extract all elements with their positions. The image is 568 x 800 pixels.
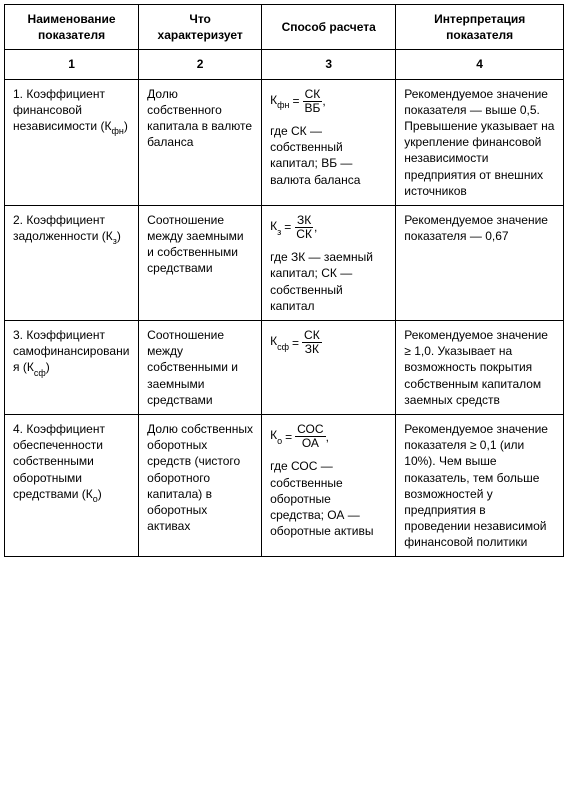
indicators-table: Наименование показателя Что характеризуе… bbox=[4, 4, 564, 557]
cell-characterizes: Долю собственного капитала в валюте бала… bbox=[139, 79, 262, 205]
table-row: 4. Коэффициент обеспеченности собственны… bbox=[5, 414, 564, 557]
table-row: 3. Коэффициент самофинансирования (Ксф)С… bbox=[5, 321, 564, 415]
formula-desc: где СК — собственный капитал; ВБ — валют… bbox=[270, 123, 387, 188]
colnum-2: 2 bbox=[139, 50, 262, 79]
cell-characterizes: Соотношение между собственными и заемным… bbox=[139, 321, 262, 415]
cell-interpretation: Рекомендуемое значение показателя — 0,67 bbox=[396, 205, 564, 320]
colnum-1: 1 bbox=[5, 50, 139, 79]
cell-formula: Кз=ЗКСК, где ЗК — заемный капитал; СК — с… bbox=[262, 205, 396, 320]
header-row: Наименование показателя Что характеризуе… bbox=[5, 5, 564, 50]
header-calc: Способ расчета bbox=[262, 5, 396, 50]
colnum-4: 4 bbox=[396, 50, 564, 79]
fraction: СКЗК bbox=[302, 329, 322, 356]
table-row: 2. Коэффициент задолженности (Кз)Соотнош… bbox=[5, 205, 564, 320]
header-char: Что характеризует bbox=[139, 5, 262, 50]
cell-interpretation: Рекомендуемое значение ≥ 1,0. Указывает … bbox=[396, 321, 564, 415]
formula-desc: где ЗК — заемный капитал; СК — собственн… bbox=[270, 249, 387, 314]
header-name: Наименование показателя bbox=[5, 5, 139, 50]
cell-formula: Ксф=СКЗК bbox=[262, 321, 396, 415]
formula: Кфн=СКВБ, bbox=[270, 88, 326, 115]
cell-formula: Кфн=СКВБ, где СК — собственный капитал; В… bbox=[262, 79, 396, 205]
formula-desc: где СОС — собственные оборотные средства… bbox=[270, 458, 387, 539]
formula: Кз=ЗКСК, bbox=[270, 214, 317, 241]
fraction: ЗКСК bbox=[294, 214, 314, 241]
fraction: СКВБ bbox=[303, 88, 323, 115]
cell-characterizes: Соотношение между заемными и собственным… bbox=[139, 205, 262, 320]
cell-interpretation: Рекомендуемое значение показателя — выше… bbox=[396, 79, 564, 205]
cell-name: 3. Коэффициент самофинансирования (Ксф) bbox=[5, 321, 139, 415]
header-interp: Интерпретация показателя bbox=[396, 5, 564, 50]
cell-characterizes: Долю собственных оборотных средств (чист… bbox=[139, 414, 262, 557]
colnum-3: 3 bbox=[262, 50, 396, 79]
fraction: СОСОА bbox=[295, 423, 325, 450]
cell-name: 1. Коэффициент финансовой независимости … bbox=[5, 79, 139, 205]
table-row: 1. Коэффициент финансовой независимости … bbox=[5, 79, 564, 205]
formula: Ксф=СКЗК bbox=[270, 329, 322, 356]
formula: Ко=СОСОА, bbox=[270, 423, 329, 450]
colnum-row: 1 2 3 4 bbox=[5, 50, 564, 79]
cell-name: 4. Коэффициент обеспеченности собственны… bbox=[5, 414, 139, 557]
cell-name: 2. Коэффициент задолженности (Кз) bbox=[5, 205, 139, 320]
cell-formula: Ко=СОСОА, где СОС — собственные оборотные… bbox=[262, 414, 396, 557]
cell-interpretation: Рекомендуемое значение показателя ≥ 0,1 … bbox=[396, 414, 564, 557]
